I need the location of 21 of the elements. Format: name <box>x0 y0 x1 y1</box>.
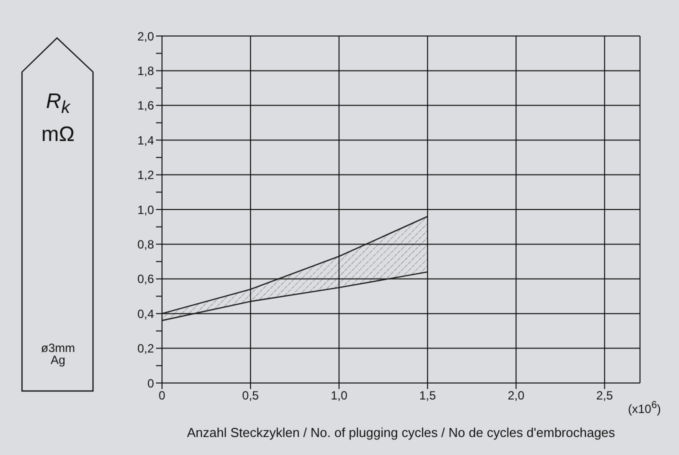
y-tick-label: 0 <box>147 376 154 390</box>
x-tick-label: 2,0 <box>508 388 525 403</box>
text: (x10$^{6}$) <box>628 400 661 416</box>
y-tick-label: 1,8 <box>137 64 154 78</box>
y-tick-label: 1,0 <box>137 202 154 217</box>
y-tick-label: 2,0 <box>137 29 154 44</box>
x-tick-label: 0,5 <box>242 388 260 403</box>
y-tick-label: 1,6 <box>137 98 154 113</box>
y-tick-label: 0,8 <box>137 237 154 252</box>
x-tick-label: 0 <box>158 388 166 403</box>
y-tick-label: 1,2 <box>137 168 154 182</box>
y-tick-label: 1,4 <box>137 133 154 148</box>
y-axis-title: R$_{k}$ mΩ <box>41 90 75 146</box>
x-tick-label: 1,0 <box>330 388 348 403</box>
x-tick-label: 1,5 <box>419 388 436 403</box>
x-tick-label: 2,5 <box>596 388 614 403</box>
y-tick-label: 0,4 <box>137 306 154 321</box>
text: ø3mm Ag <box>41 341 75 367</box>
y-tick-label: 0,2 <box>137 342 154 356</box>
y-tick-label: 0,6 <box>137 272 154 286</box>
x-axis-title: Anzahl Steckzyklen / No. of plugging cycles / No de cycles d'embrochages <box>186 425 616 440</box>
